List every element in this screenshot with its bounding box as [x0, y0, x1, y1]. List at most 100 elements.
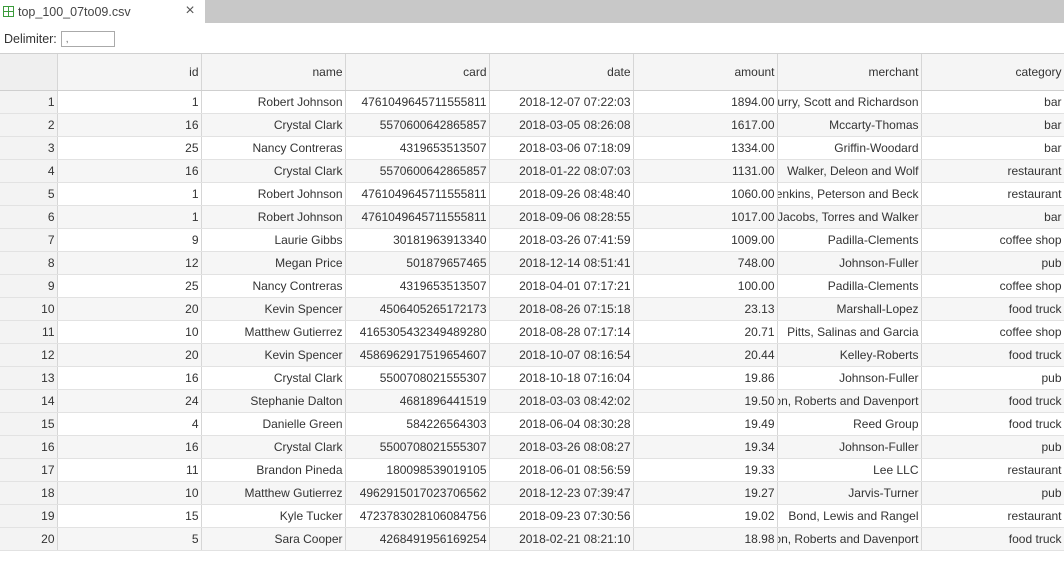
column-header-date[interactable]: date	[489, 54, 634, 91]
cell-date[interactable]: 2018-12-14 08:51:41	[489, 251, 634, 275]
cell-merchant[interactable]: Johnson-Fuller	[777, 366, 922, 390]
cell-card[interactable]: 5570600642865857	[345, 159, 490, 183]
table-row[interactable]: 4 16 Crystal Clark 5570600642865857 2018-01-…	[0, 159, 1064, 183]
column-header-merchant[interactable]: merchant	[777, 54, 922, 91]
row-number-cell[interactable]: 1	[0, 90, 58, 114]
row-number-cell[interactable]: 9	[0, 274, 58, 298]
table-row[interactable]: 1 1 Robert Johnson 4761049645711555811 2018-…	[0, 90, 1064, 114]
cell-category[interactable]: coffee shop	[921, 228, 1064, 252]
table-row[interactable]: 18 10 Matthew Gutierrez 4962915017023706562…	[0, 481, 1064, 505]
cell-merchant[interactable]: Dixon, Roberts and Davenport	[777, 389, 922, 413]
table-row[interactable]: 2 16 Crystal Clark 5570600642865857 2018-03-…	[0, 113, 1064, 137]
cell-date[interactable]: 2018-08-28 07:17:14	[489, 320, 634, 344]
cell-category[interactable]: bar	[921, 136, 1064, 160]
column-header-name[interactable]: name	[201, 54, 346, 91]
cell-card[interactable]: 4761049645711555811	[345, 205, 490, 229]
cell-card[interactable]: 4319653513507	[345, 274, 490, 298]
cell-id[interactable]: 16	[57, 113, 202, 137]
row-number-cell[interactable]: 15	[0, 412, 58, 436]
cell-merchant[interactable]: Mccarty-Thomas	[777, 113, 922, 137]
cell-id[interactable]: 10	[57, 481, 202, 505]
cell-card[interactable]: 4268491956169254	[345, 527, 490, 551]
cell-category[interactable]: pub	[921, 366, 1064, 390]
cell-amount[interactable]: 18.98	[633, 527, 778, 551]
cell-card[interactable]: 4723783028106084756	[345, 504, 490, 528]
cell-amount[interactable]: 100.00	[633, 274, 778, 298]
cell-card[interactable]: 584226564303	[345, 412, 490, 436]
cell-id[interactable]: 16	[57, 366, 202, 390]
cell-category[interactable]: food truck	[921, 412, 1064, 436]
cell-merchant[interactable]: Pitts, Salinas and Garcia	[777, 320, 922, 344]
cell-category[interactable]: coffee shop	[921, 320, 1064, 344]
cell-date[interactable]: 2018-04-01 07:17:21	[489, 274, 634, 298]
cell-amount[interactable]: 19.34	[633, 435, 778, 459]
cell-merchant[interactable]: Walker, Deleon and Wolf	[777, 159, 922, 183]
cell-date[interactable]: 2018-09-23 07:30:56	[489, 504, 634, 528]
cell-id[interactable]: 1	[57, 182, 202, 206]
cell-date[interactable]: 2018-03-06 07:18:09	[489, 136, 634, 160]
cell-date[interactable]: 2018-12-23 07:39:47	[489, 481, 634, 505]
row-number-cell[interactable]: 2	[0, 113, 58, 137]
cell-category[interactable]: pub	[921, 435, 1064, 459]
cell-card[interactable]: 5500708021555307	[345, 435, 490, 459]
cell-amount[interactable]: 1894.00	[633, 90, 778, 114]
cell-id[interactable]: 4	[57, 412, 202, 436]
cell-id[interactable]: 25	[57, 136, 202, 160]
cell-merchant[interactable]: Johnson-Fuller	[777, 251, 922, 275]
cell-id[interactable]: 11	[57, 458, 202, 482]
cell-date[interactable]: 2018-09-06 08:28:55	[489, 205, 634, 229]
cell-amount[interactable]: 1060.00	[633, 182, 778, 206]
column-header-card[interactable]: card	[345, 54, 490, 91]
cell-amount[interactable]: 1009.00	[633, 228, 778, 252]
cell-date[interactable]: 2018-03-26 07:41:59	[489, 228, 634, 252]
row-number-cell[interactable]: 13	[0, 366, 58, 390]
cell-amount[interactable]: 1131.00	[633, 159, 778, 183]
row-number-cell[interactable]: 17	[0, 458, 58, 482]
column-header-category[interactable]: category	[921, 54, 1064, 91]
cell-merchant[interactable]: Jacobs, Torres and Walker	[777, 205, 922, 229]
cell-merchant[interactable]: Curry, Scott and Richardson	[777, 90, 922, 114]
cell-merchant[interactable]: Dixon, Roberts and Davenport	[777, 527, 922, 551]
row-number-cell[interactable]: 14	[0, 389, 58, 413]
cell-amount[interactable]: 19.49	[633, 412, 778, 436]
table-row[interactable]: 12 20 Kevin Spencer 4586962917519654607 2018…	[0, 343, 1064, 367]
cell-name[interactable]: Brandon Pineda	[201, 458, 346, 482]
cell-amount[interactable]: 19.33	[633, 458, 778, 482]
cell-date[interactable]: 2018-06-01 08:56:59	[489, 458, 634, 482]
cell-name[interactable]: Crystal Clark	[201, 159, 346, 183]
cell-merchant[interactable]: Bond, Lewis and Rangel	[777, 504, 922, 528]
row-number-cell[interactable]: 6	[0, 205, 58, 229]
cell-merchant[interactable]: Reed Group	[777, 412, 922, 436]
row-number-cell[interactable]: 12	[0, 343, 58, 367]
cell-merchant[interactable]: Kelley-Roberts	[777, 343, 922, 367]
row-number-cell[interactable]: 20	[0, 527, 58, 551]
cell-name[interactable]: Matthew Gutierrez	[201, 481, 346, 505]
cell-name[interactable]: Nancy Contreras	[201, 274, 346, 298]
table-row[interactable]: 5 1 Robert Johnson 4761049645711555811 2018-…	[0, 182, 1064, 206]
cell-date[interactable]: 2018-06-04 08:30:28	[489, 412, 634, 436]
cell-merchant[interactable]: Lee LLC	[777, 458, 922, 482]
cell-date[interactable]: 2018-03-03 08:42:02	[489, 389, 634, 413]
cell-amount[interactable]: 20.71	[633, 320, 778, 344]
table-row[interactable]: 16 16 Crystal Clark 5500708021555307 2018-03…	[0, 435, 1064, 459]
cell-amount[interactable]: 19.86	[633, 366, 778, 390]
table-row[interactable]: 19 15 Kyle Tucker 4723783028106084756 2018-0…	[0, 504, 1064, 528]
cell-category[interactable]: restaurant	[921, 182, 1064, 206]
cell-category[interactable]: bar	[921, 90, 1064, 114]
cell-id[interactable]: 16	[57, 159, 202, 183]
row-number-cell[interactable]: 19	[0, 504, 58, 528]
cell-merchant[interactable]: Padilla-Clements	[777, 228, 922, 252]
row-number-cell[interactable]: 3	[0, 136, 58, 160]
cell-id[interactable]: 12	[57, 251, 202, 275]
cell-date[interactable]: 2018-03-26 08:08:27	[489, 435, 634, 459]
row-number-cell[interactable]: 16	[0, 435, 58, 459]
cell-name[interactable]: Laurie Gibbs	[201, 228, 346, 252]
table-row[interactable]: 7 9 Laurie Gibbs 30181963913340 2018-03-26 0…	[0, 228, 1064, 252]
cell-name[interactable]: Stephanie Dalton	[201, 389, 346, 413]
cell-date[interactable]: 2018-09-26 08:48:40	[489, 182, 634, 206]
cell-amount[interactable]: 1617.00	[633, 113, 778, 137]
cell-category[interactable]: restaurant	[921, 504, 1064, 528]
table-row[interactable]: 10 20 Kevin Spencer 4506405265172173 2018-08…	[0, 297, 1064, 321]
cell-date[interactable]: 2018-10-07 08:16:54	[489, 343, 634, 367]
cell-id[interactable]: 5	[57, 527, 202, 551]
